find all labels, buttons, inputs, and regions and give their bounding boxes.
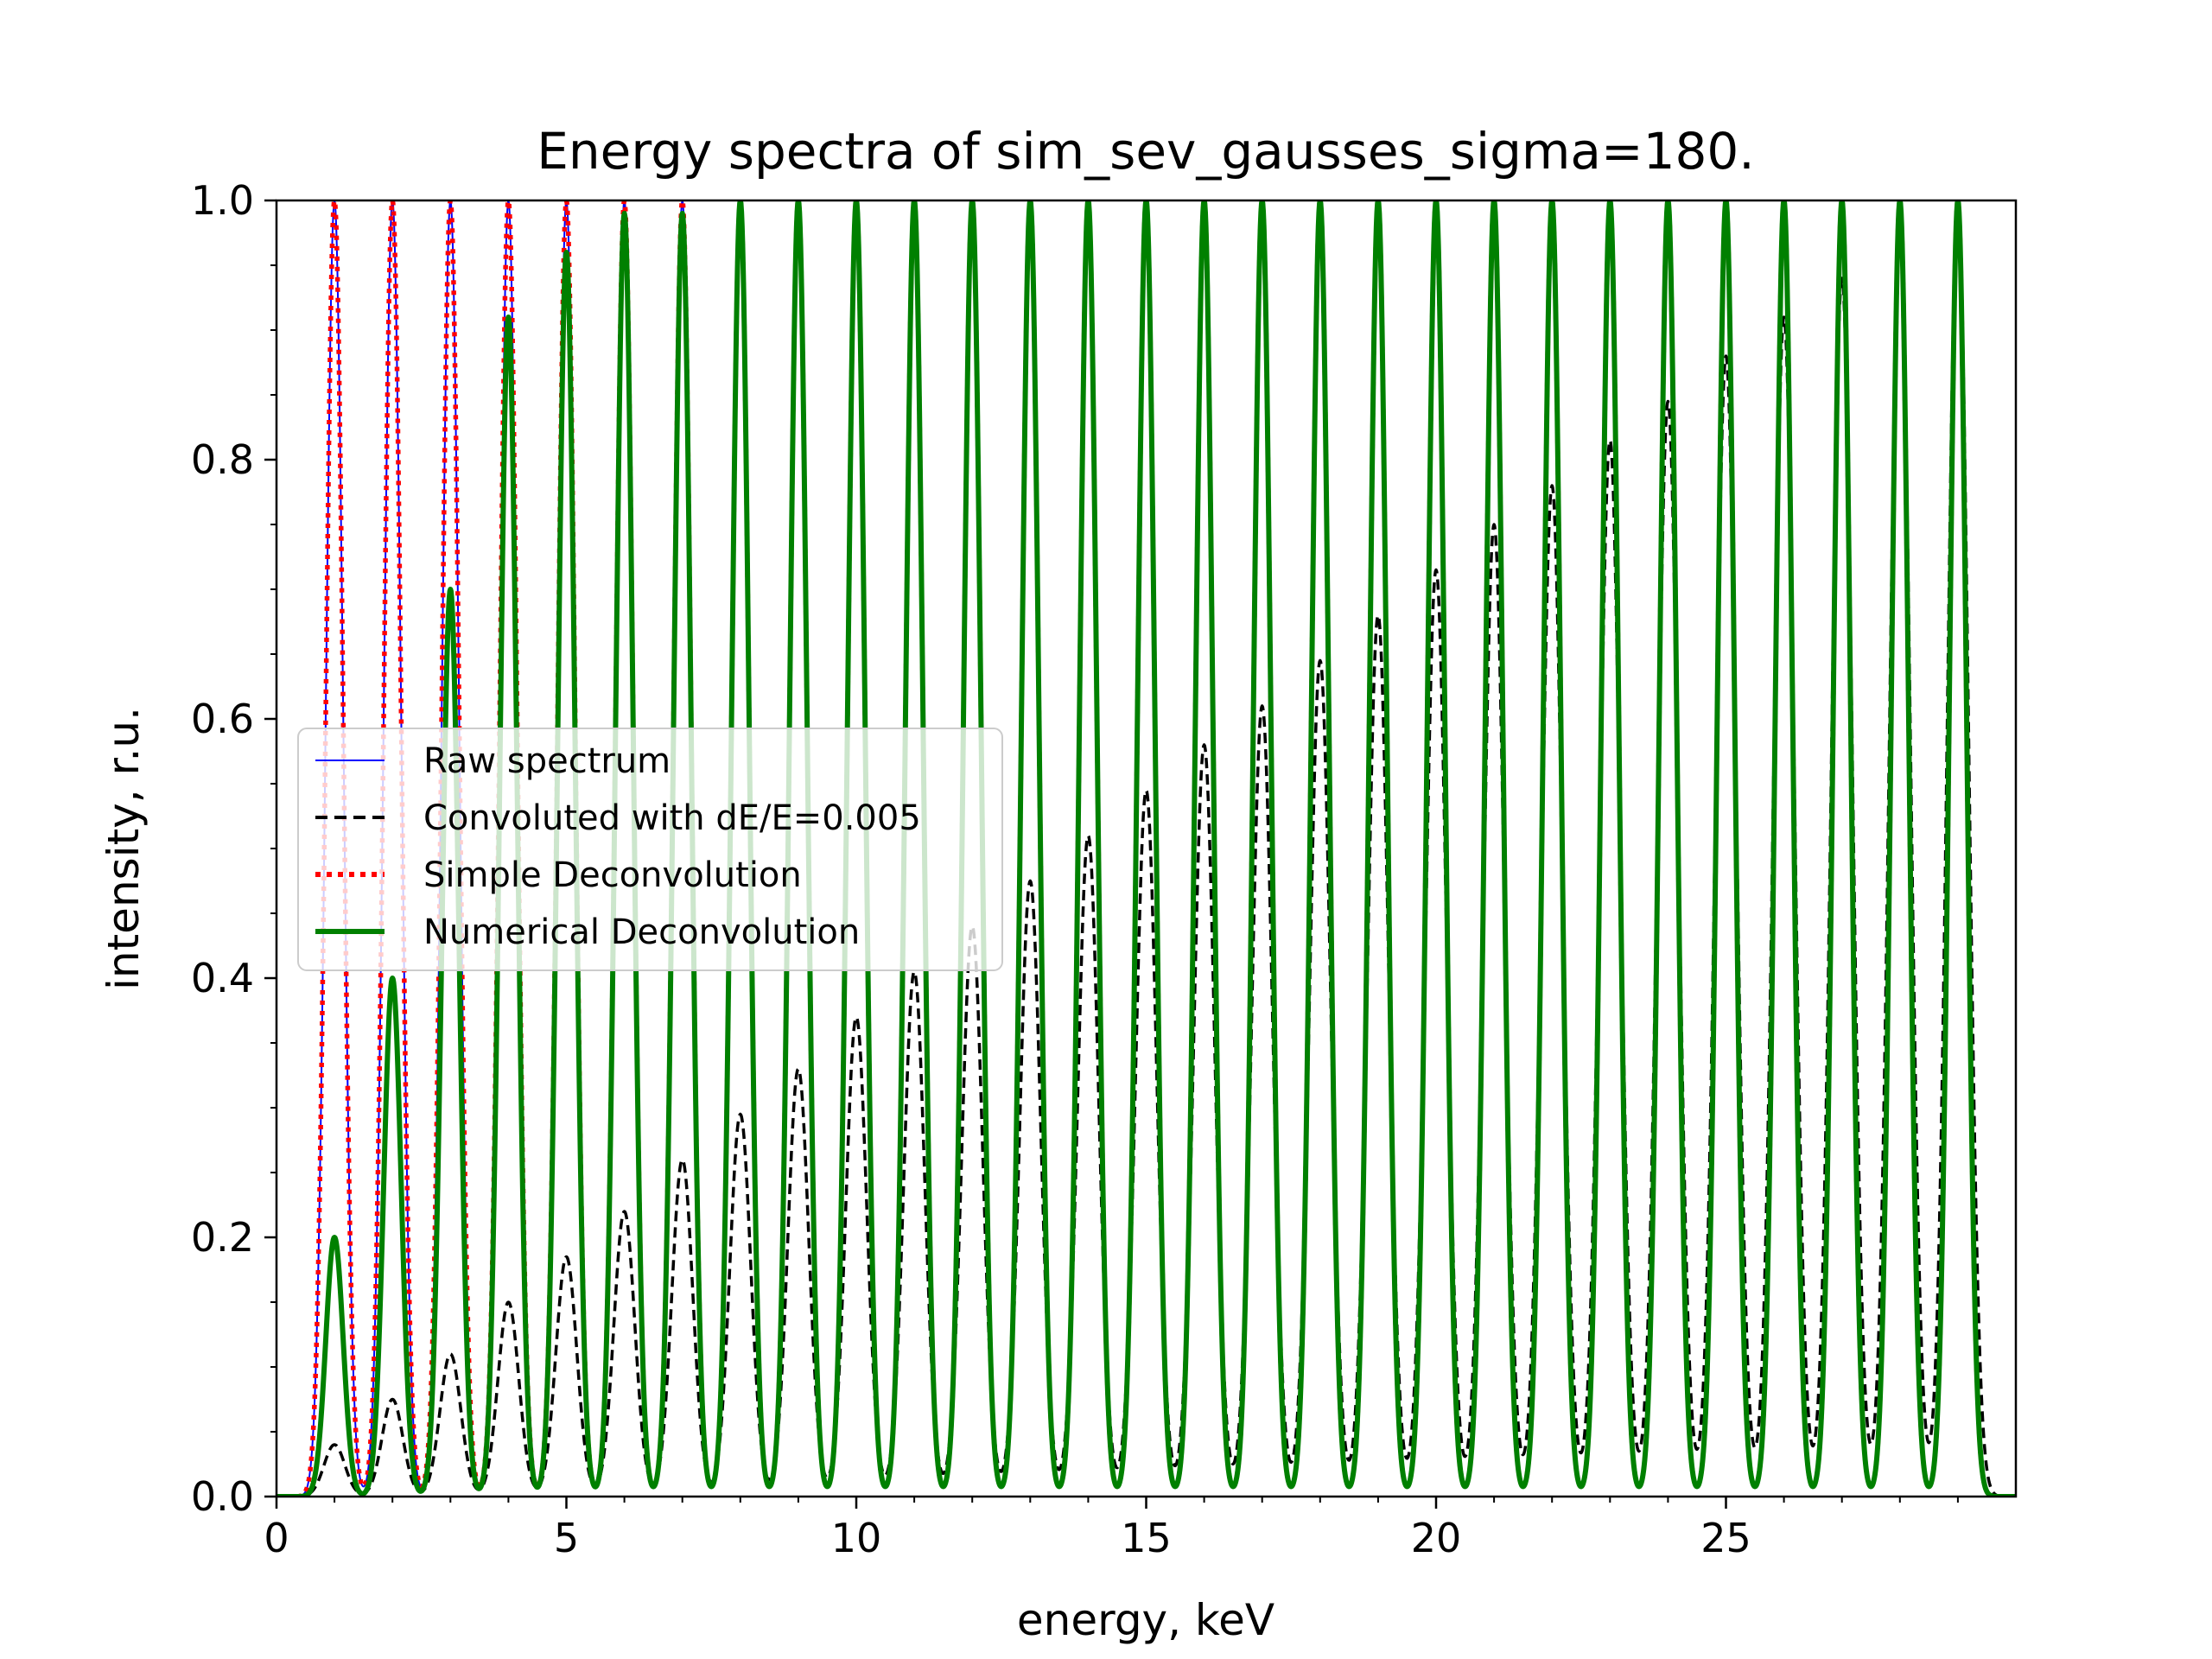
- x-axis-label: energy, keV: [1017, 1595, 1274, 1645]
- legend-label-raw: Raw spectrum: [423, 741, 671, 781]
- axis-ticks: 0 5 10 15 20 25 0.0 0.2 0.4 0.6 0.8 1.0: [191, 177, 1959, 1561]
- y-tick-label: 0.6: [191, 696, 254, 742]
- y-tick-label: 0.8: [191, 436, 254, 483]
- legend-label-numerical: Numerical Deconvolution: [423, 912, 860, 952]
- x-tick-label: 0: [264, 1515, 289, 1561]
- x-tick-label: 5: [554, 1515, 579, 1561]
- series-line-numerical-deconvolution: [276, 200, 2016, 1497]
- series-layer: [276, 200, 2016, 1497]
- y-tick-label: 0.4: [191, 955, 254, 1001]
- legend-label-convoluted: Convoluted with dE/E=0.005: [423, 798, 921, 838]
- chart-title: Energy spectra of sim_sev_gausses_sigma=…: [537, 122, 1754, 181]
- legend: Raw spectrum Convoluted with dE/E=0.005 …: [297, 728, 1003, 971]
- y-tick-label: 0.2: [191, 1214, 254, 1261]
- series-line-convoluted-with-de-e-0-005: [276, 200, 2016, 1497]
- x-tick-label: 20: [1411, 1515, 1462, 1561]
- legend-box: [297, 728, 1003, 971]
- x-tick-label: 25: [1700, 1515, 1751, 1561]
- x-tick-label: 15: [1121, 1515, 1172, 1561]
- x-tick-label: 10: [831, 1515, 882, 1561]
- y-tick-label: 1.0: [191, 177, 254, 224]
- legend-label-simple: Simple Deconvolution: [423, 855, 802, 895]
- y-axis-label: intensity, r.u.: [99, 707, 149, 990]
- y-tick-label: 0.0: [191, 1473, 254, 1520]
